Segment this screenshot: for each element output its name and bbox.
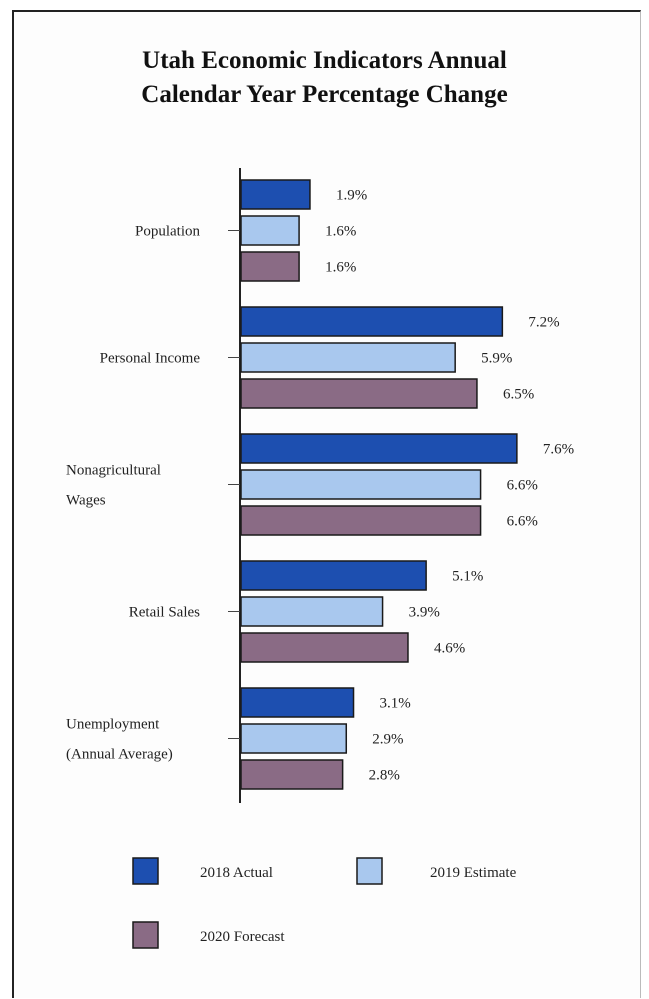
legend-label: 2020 Forecast <box>200 929 285 945</box>
data-label: 2.8% <box>369 768 400 784</box>
category-label: Retail Sales <box>129 605 200 621</box>
bar <box>240 560 427 591</box>
chart-title-line-1: Utah Economic Indicators Annual <box>142 47 507 74</box>
category-label: Unemployment <box>66 717 160 733</box>
data-label: 3.1% <box>380 696 411 712</box>
data-label: 6.6% <box>507 514 538 530</box>
bar <box>240 505 482 536</box>
bar <box>240 469 482 500</box>
bar <box>240 687 355 718</box>
data-label: 5.9% <box>481 351 512 367</box>
bar <box>240 215 300 246</box>
data-label: 1.6% <box>325 224 356 240</box>
bar <box>240 342 456 373</box>
category-label: Wages <box>66 493 106 509</box>
data-label: 6.5% <box>503 387 534 403</box>
legend-label: 2019 Estimate <box>430 865 517 881</box>
data-label: 1.6% <box>325 260 356 276</box>
data-label: 5.1% <box>452 569 483 585</box>
bar <box>240 632 409 663</box>
bar <box>240 433 518 464</box>
bar <box>240 179 311 210</box>
legend-swatch <box>132 921 159 949</box>
chart-frame <box>12 10 641 998</box>
bar <box>240 596 384 627</box>
data-label: 3.9% <box>409 605 440 621</box>
bar <box>240 306 504 337</box>
category-label: Nonagricultural <box>66 463 161 479</box>
chart-title: Utah Economic Indicators Annual Calendar… <box>0 44 649 112</box>
legend-swatch <box>356 857 383 885</box>
data-label: 6.6% <box>507 478 538 494</box>
bar <box>240 251 300 282</box>
category-label: Personal Income <box>100 351 201 367</box>
data-label: 7.2% <box>528 315 559 331</box>
category-label: Population <box>135 224 201 240</box>
data-label: 4.6% <box>434 641 465 657</box>
data-label: 2.9% <box>372 732 403 748</box>
data-label: 1.9% <box>336 188 367 204</box>
legend-swatch <box>132 857 159 885</box>
bar <box>240 378 478 409</box>
category-label: (Annual Average) <box>66 747 173 763</box>
bar <box>240 723 348 754</box>
legend-label: 2018 Actual <box>200 865 273 881</box>
bar <box>240 759 344 790</box>
chart-title-line-2: Calendar Year Percentage Change <box>141 81 508 108</box>
data-label: 7.6% <box>543 442 574 458</box>
